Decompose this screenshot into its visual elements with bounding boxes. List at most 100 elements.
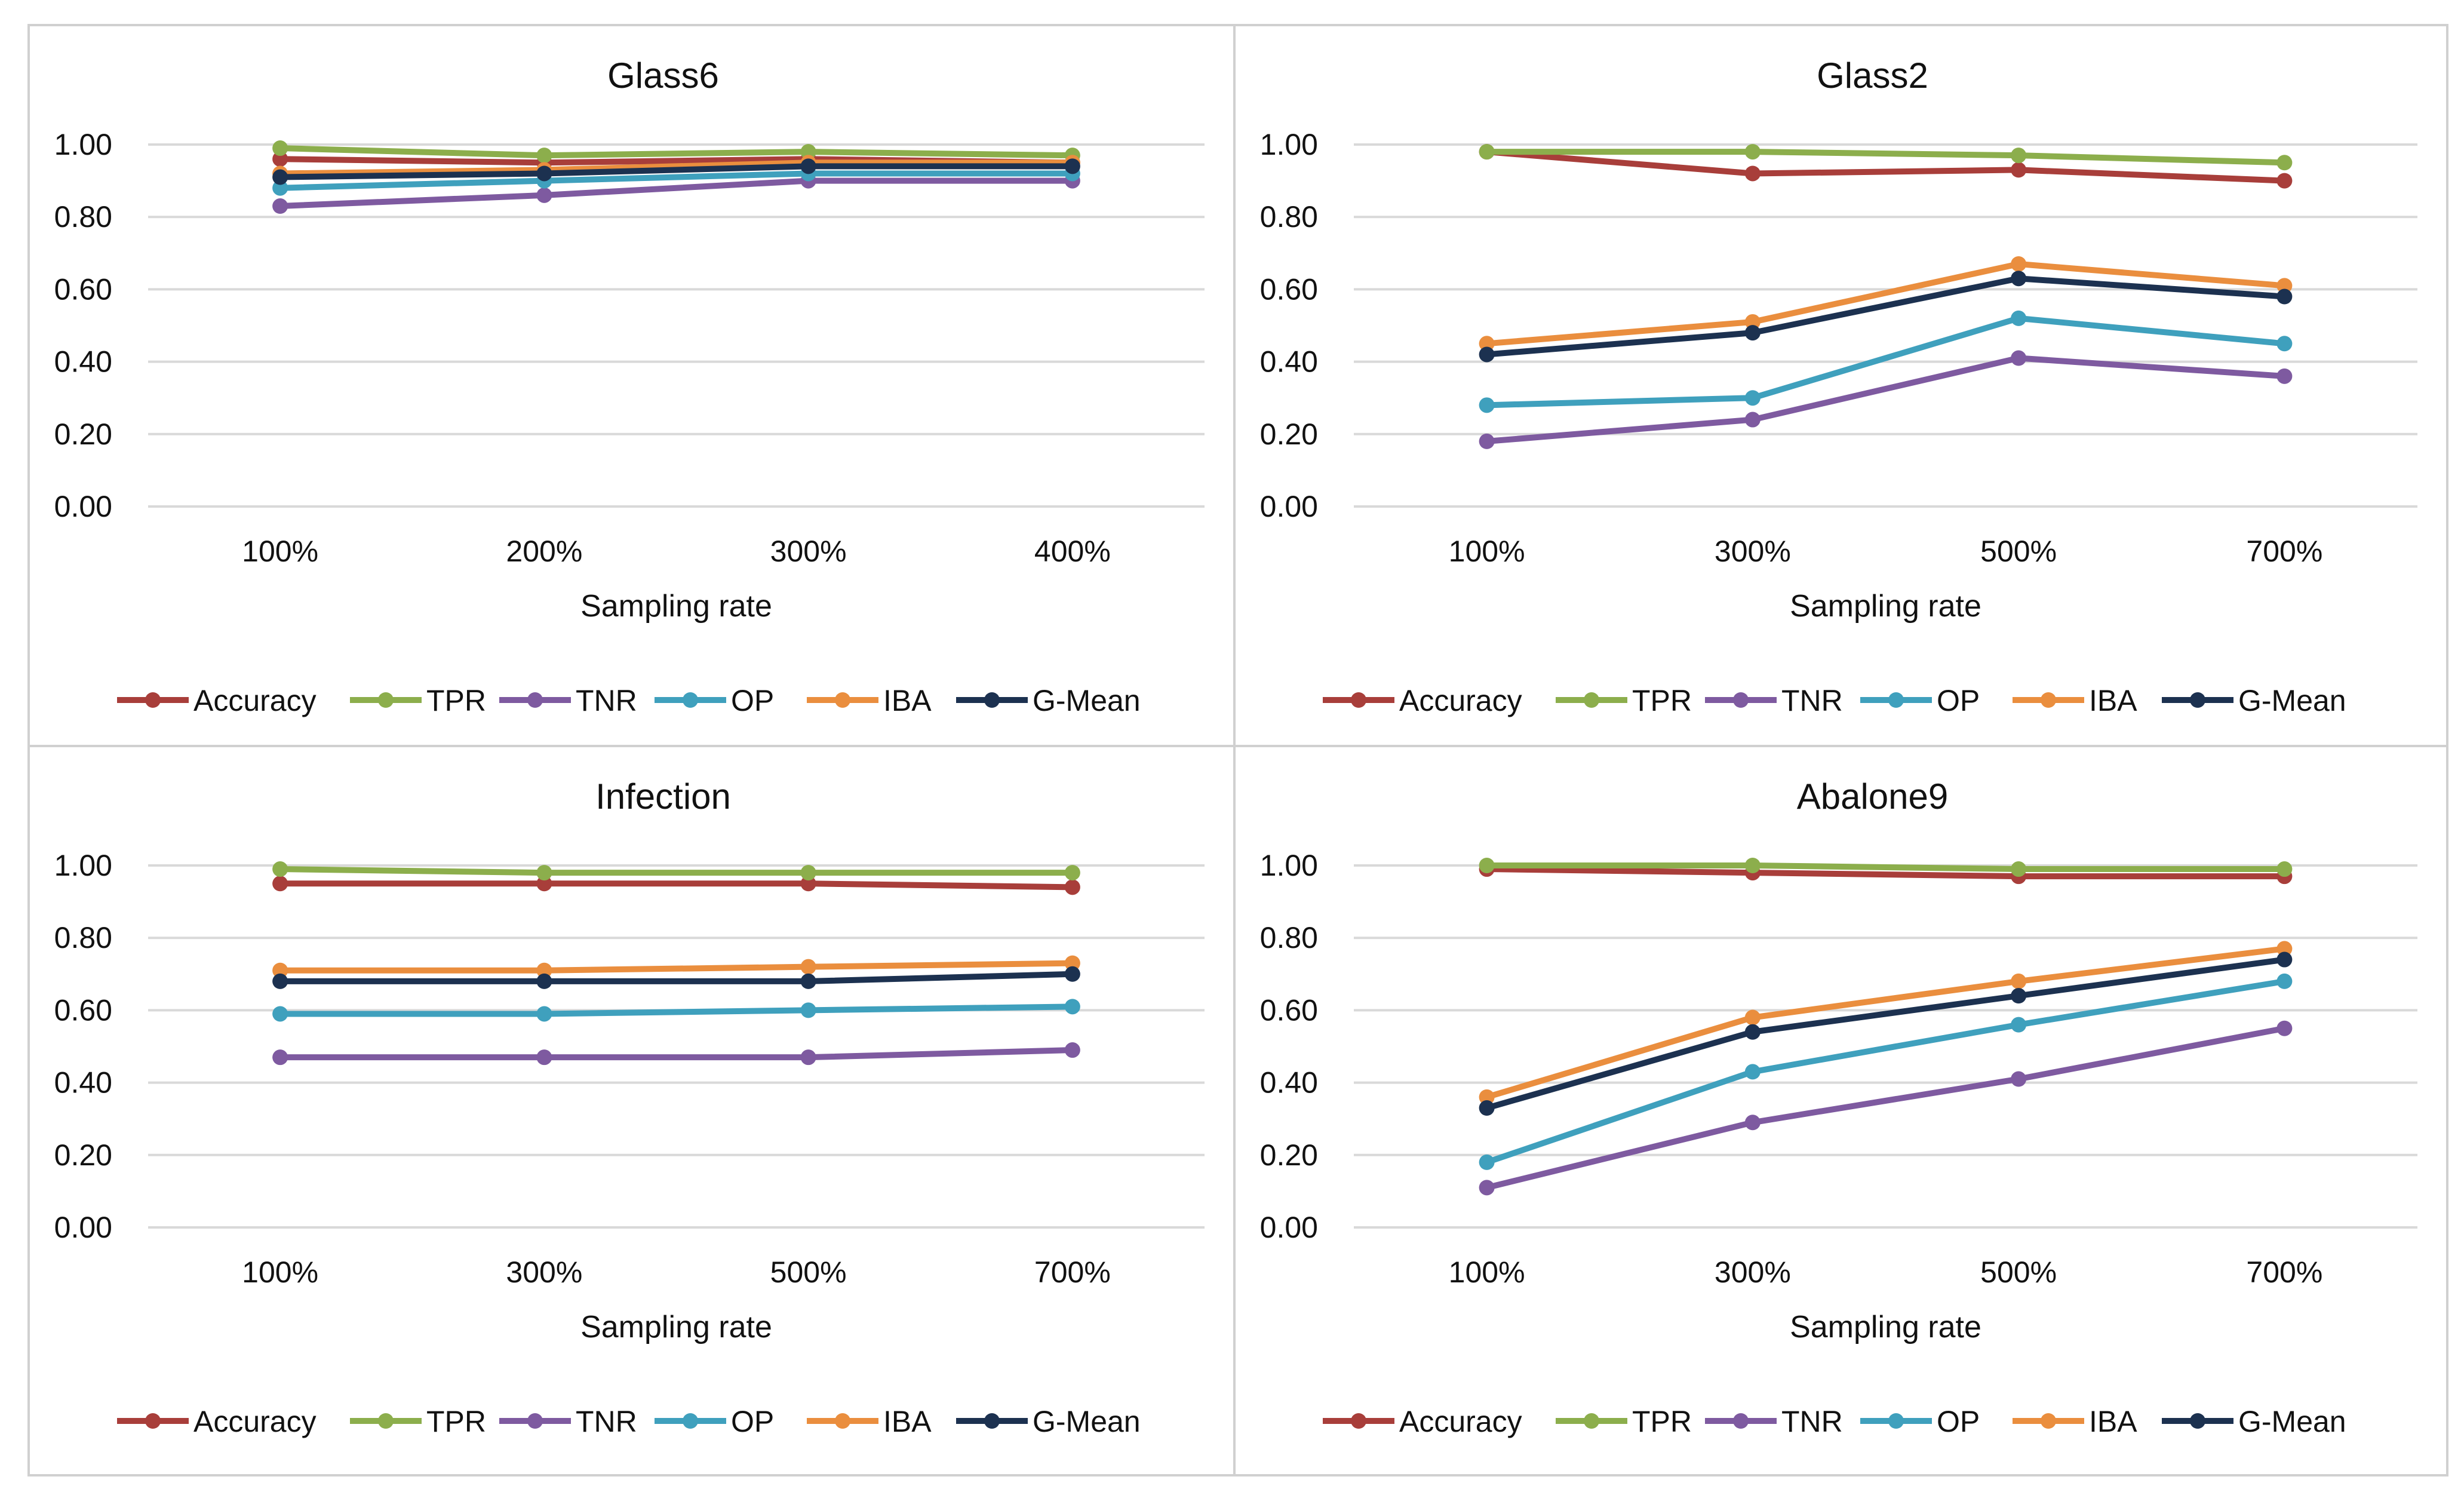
data-point bbox=[1479, 1089, 1495, 1105]
data-point bbox=[272, 1006, 288, 1022]
x-tick-label: 100% bbox=[242, 1255, 318, 1289]
data-point bbox=[2276, 861, 2293, 877]
data-point bbox=[800, 144, 816, 160]
legend-entry-iba: IBA bbox=[807, 1405, 932, 1438]
data-point bbox=[2011, 973, 2027, 989]
legend-entry-iba: IBA bbox=[807, 684, 932, 717]
x-tick-label: 700% bbox=[2246, 1255, 2322, 1289]
legend-label: Accuracy bbox=[193, 684, 317, 717]
data-point bbox=[2276, 368, 2293, 384]
series-op bbox=[1479, 310, 2293, 413]
series-g-mean bbox=[272, 158, 1080, 185]
data-point bbox=[1744, 1115, 1761, 1131]
x-tick-label: 300% bbox=[1715, 1255, 1791, 1289]
legend-label: G-Mean bbox=[2238, 684, 2346, 717]
data-point bbox=[1479, 346, 1495, 363]
series-line bbox=[280, 1003, 1073, 1017]
data-point bbox=[536, 165, 552, 182]
series-line bbox=[1486, 149, 2285, 166]
series-tpr bbox=[1479, 144, 2293, 171]
legend-entry-tpr: TPR bbox=[1556, 684, 1692, 717]
legend-entry-tnr: TNR bbox=[1705, 1405, 1843, 1438]
series-g-mean bbox=[1479, 271, 2293, 363]
series-line bbox=[280, 971, 1073, 984]
legend-swatch-marker bbox=[1351, 1413, 1366, 1429]
legend-swatch-marker bbox=[145, 692, 161, 708]
chart-title: Glass6 bbox=[607, 56, 719, 96]
series-g-mean bbox=[1479, 951, 2293, 1116]
data-point bbox=[800, 876, 816, 892]
data-point bbox=[2011, 1017, 2027, 1033]
series-line bbox=[280, 159, 1073, 177]
y-tick-label: 0.60 bbox=[54, 993, 112, 1027]
x-tick-label: 300% bbox=[770, 535, 847, 568]
legend-label: G-Mean bbox=[1033, 684, 1141, 717]
data-point bbox=[1744, 165, 1761, 182]
data-point bbox=[1479, 433, 1495, 449]
y-tick-label: 0.20 bbox=[54, 418, 112, 451]
data-point bbox=[1479, 144, 1495, 160]
series-line bbox=[280, 163, 1073, 180]
y-tick-label: 0.20 bbox=[54, 1138, 112, 1172]
data-point bbox=[272, 198, 288, 214]
y-tick-label: 0.80 bbox=[54, 921, 112, 954]
legend-label: Accuracy bbox=[1399, 1405, 1522, 1438]
legend-entry-accuracy: Accuracy bbox=[1323, 1405, 1522, 1438]
x-axis-label: Sampling rate bbox=[580, 1310, 772, 1344]
y-tick-label: 0.60 bbox=[1260, 993, 1318, 1027]
y-tick-label: 0.40 bbox=[1260, 1066, 1318, 1100]
legend-swatch-marker bbox=[527, 1413, 543, 1429]
data-point bbox=[2011, 861, 2027, 877]
data-point bbox=[1744, 144, 1761, 160]
legend-label: IBA bbox=[2089, 684, 2137, 717]
y-tick-label: 1.00 bbox=[1260, 128, 1318, 161]
x-axis-label: Sampling rate bbox=[1790, 1310, 1981, 1344]
legend-label: TNR bbox=[576, 684, 637, 717]
series-line bbox=[1486, 978, 2285, 1165]
data-point bbox=[2276, 173, 2293, 189]
y-tick-label: 1.00 bbox=[54, 849, 112, 882]
data-point bbox=[536, 962, 552, 978]
legend-label: TNR bbox=[1781, 1405, 1843, 1438]
x-tick-label: 700% bbox=[2246, 535, 2322, 568]
data-point bbox=[1744, 1009, 1761, 1026]
y-tick-label: 0.20 bbox=[1260, 418, 1318, 451]
data-point bbox=[1744, 412, 1761, 428]
data-point bbox=[272, 151, 288, 167]
legend-entry-tpr: TPR bbox=[350, 684, 486, 717]
data-point bbox=[272, 169, 288, 185]
data-point bbox=[272, 1049, 288, 1066]
data-point bbox=[2276, 336, 2293, 352]
data-point bbox=[2011, 350, 2027, 366]
legend-label: TPR bbox=[426, 1405, 486, 1438]
data-point bbox=[1744, 1024, 1761, 1040]
legend-swatch-marker bbox=[378, 1413, 394, 1429]
data-point bbox=[2276, 941, 2293, 957]
panel-border bbox=[27, 24, 1236, 747]
data-point bbox=[1479, 858, 1495, 873]
x-tick-label: 500% bbox=[770, 1255, 847, 1289]
y-tick-label: 0.80 bbox=[1260, 200, 1318, 234]
data-point bbox=[2276, 1020, 2293, 1036]
data-point bbox=[1064, 158, 1080, 174]
x-tick-label: 700% bbox=[1034, 1255, 1111, 1289]
data-point bbox=[800, 865, 816, 881]
legend-entry-iba: IBA bbox=[2013, 1405, 2137, 1438]
y-tick-label: 0.00 bbox=[1260, 490, 1318, 523]
legend-swatch-marker bbox=[1584, 692, 1599, 708]
chart-panel-2: Glass2 0.00 0.20 0.40 0.60 0.80 1.00 100% 300% 50… bbox=[1233, 24, 2448, 747]
data-point bbox=[800, 158, 816, 174]
series-line bbox=[1486, 355, 2285, 444]
legend-swatch-marker bbox=[683, 1413, 698, 1429]
legend-label: G-Mean bbox=[2238, 1405, 2346, 1438]
legend-label: TPR bbox=[1632, 1405, 1692, 1438]
series-line bbox=[280, 880, 1073, 891]
data-point bbox=[272, 973, 288, 989]
legend-label: G-Mean bbox=[1033, 1405, 1141, 1438]
data-point bbox=[800, 973, 816, 989]
series-iba bbox=[1479, 256, 2293, 352]
legend-entry-accuracy: Accuracy bbox=[117, 1405, 317, 1438]
data-point bbox=[536, 187, 552, 203]
data-point bbox=[2276, 288, 2293, 305]
legend-swatch-marker bbox=[2041, 1413, 2056, 1429]
